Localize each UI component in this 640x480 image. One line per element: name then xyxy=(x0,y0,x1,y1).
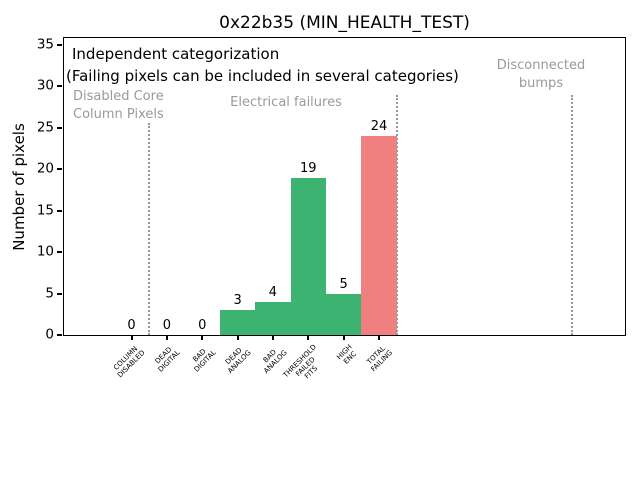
x-axis-tick xyxy=(236,335,239,340)
bar-value-label: 24 xyxy=(370,119,388,134)
plot-area: 0 5 10 15 20 25 30 35 0 COLUMN DISABLED 0 DEAD DIGI… xyxy=(37,37,626,381)
annotation-text: (Failing pixels can be included in sever… xyxy=(66,67,459,85)
bar xyxy=(290,178,326,335)
annotation-text: Electrical failures xyxy=(230,95,342,110)
x-axis-tick-label: COLUMN DISABLED xyxy=(112,344,147,380)
category-divider-line xyxy=(395,95,398,335)
y-axis-tick xyxy=(57,209,62,212)
y-axis-tick-label: 20 xyxy=(36,160,54,177)
x-axis-tick-label: DEAD DIGITAL xyxy=(154,345,183,374)
bar xyxy=(325,294,362,335)
x-axis-tick-label: HIGH ENC xyxy=(334,343,358,366)
annotation-text: Disabled Core Column Pixels xyxy=(73,89,164,122)
chart-title: 0x22b35 (MIN_HEALTH_TEST) xyxy=(219,13,470,33)
x-axis-tick xyxy=(342,335,345,340)
x-axis-tick xyxy=(165,335,168,340)
bar-value-label: 0 xyxy=(162,318,171,333)
y-axis-tick-label: 35 xyxy=(36,36,54,53)
y-axis-tick xyxy=(57,126,62,129)
bar xyxy=(219,310,256,335)
bar xyxy=(255,302,291,335)
x-axis-tick-label: THRESHOLD FAILED FITS xyxy=(281,343,320,381)
bar-value-label: 19 xyxy=(300,161,317,176)
y-axis-tick-label: 25 xyxy=(36,119,54,136)
x-axis-tick xyxy=(130,335,133,340)
y-axis-tick xyxy=(57,334,62,336)
category-divider-line xyxy=(148,123,150,335)
category-divider-line xyxy=(571,95,573,335)
y-axis-tick-label: 15 xyxy=(36,201,54,218)
y-axis-tick xyxy=(57,292,62,295)
y-axis-tick-label: 10 xyxy=(36,243,54,260)
annotation-text: Disconnected bumps xyxy=(496,58,586,91)
y-axis-tick-label: 0 xyxy=(45,326,54,343)
bar-value-label: 5 xyxy=(339,277,348,292)
y-axis-label: Number of pixels xyxy=(10,123,28,251)
x-axis-tick xyxy=(307,335,310,340)
y-axis-tick-label: 30 xyxy=(36,77,54,94)
y-axis-tick xyxy=(57,85,62,88)
x-axis-tick-label: BAD DIGITAL xyxy=(191,347,218,374)
x-axis-tick xyxy=(271,335,274,340)
y-axis-tick xyxy=(57,44,62,46)
annotation-text: Independent categorization xyxy=(72,45,280,63)
x-axis-tick xyxy=(201,335,204,340)
bar-value-label: 4 xyxy=(268,285,278,300)
bar-value-label: 0 xyxy=(127,318,136,333)
y-axis-tick-label: 5 xyxy=(45,284,54,301)
bar-value-label: 0 xyxy=(198,318,207,333)
x-axis-tick xyxy=(378,335,381,340)
y-axis-tick xyxy=(57,251,62,254)
bar xyxy=(361,136,397,335)
y-axis-tick xyxy=(57,168,62,171)
x-axis-tick-label: DEAD ANALOG xyxy=(224,346,253,376)
x-axis-tick-label: TOTAL FAILING xyxy=(365,344,395,374)
bar-value-label: 3 xyxy=(233,293,242,308)
